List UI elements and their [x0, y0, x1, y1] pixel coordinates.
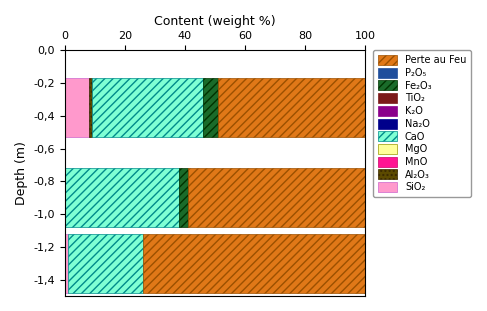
Bar	[179, 168, 188, 227]
Bar	[203, 78, 218, 137]
Bar	[218, 78, 365, 137]
Legend: Perte au Feu, P₂O₅, Fe₂O₃, TiO₂, K₂O, Na₂O, CaO, MgO, MnO, Al₂O₃, SiO₂: Perte au Feu, P₂O₅, Fe₂O₃, TiO₂, K₂O, Na…	[373, 50, 471, 197]
Bar	[92, 78, 203, 137]
Bar	[65, 168, 179, 227]
Bar	[65, 78, 89, 137]
X-axis label: Content (weight %): Content (weight %)	[154, 15, 276, 28]
Y-axis label: Depth (m): Depth (m)	[15, 141, 28, 205]
Bar	[65, 234, 68, 293]
Bar	[188, 168, 365, 227]
Bar	[68, 234, 143, 293]
Bar	[143, 234, 365, 293]
Bar	[89, 78, 92, 137]
